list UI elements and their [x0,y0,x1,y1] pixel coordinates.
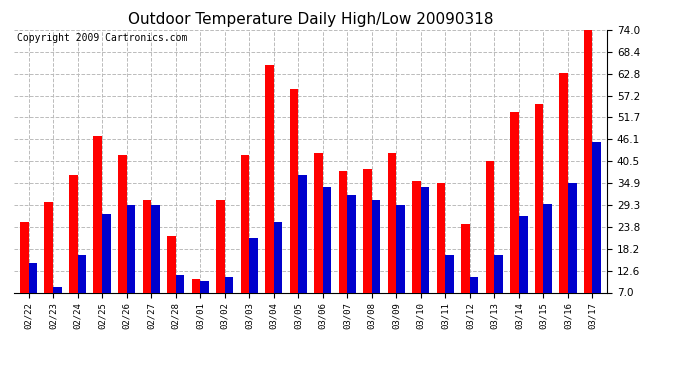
Bar [143,200,151,320]
Bar [470,277,478,320]
Bar [274,222,282,320]
Bar [535,105,544,320]
Bar [396,205,405,320]
Bar [249,238,258,320]
Bar [200,281,209,320]
Bar [421,187,429,320]
Bar [462,224,470,320]
Bar [53,286,61,320]
Bar [298,175,307,320]
Bar [77,255,86,320]
Bar [176,275,184,320]
Bar [511,112,519,320]
Bar [584,30,593,320]
Bar [167,236,176,320]
Bar [93,136,102,320]
Bar [126,205,135,320]
Bar [265,65,274,320]
Bar [486,161,495,320]
Bar [560,73,568,320]
Title: Outdoor Temperature Daily High/Low 20090318: Outdoor Temperature Daily High/Low 20090… [128,12,493,27]
Bar [519,216,528,320]
Bar [347,195,356,320]
Bar [437,183,445,320]
Bar [568,183,577,320]
Bar [118,155,126,320]
Bar [372,200,380,320]
Text: Copyright 2009 Cartronics.com: Copyright 2009 Cartronics.com [17,33,187,43]
Bar [495,255,503,320]
Bar [388,153,396,320]
Bar [412,181,421,320]
Bar [363,169,372,320]
Bar [69,175,77,320]
Bar [102,214,110,320]
Bar [314,153,323,320]
Bar [339,171,347,320]
Bar [445,255,454,320]
Bar [593,142,601,320]
Bar [544,204,552,320]
Bar [28,263,37,320]
Bar [323,187,331,320]
Bar [151,205,159,320]
Bar [290,89,298,320]
Bar [241,155,249,320]
Bar [20,222,28,320]
Bar [225,277,233,320]
Bar [216,200,225,320]
Bar [192,279,200,320]
Bar [44,202,53,320]
